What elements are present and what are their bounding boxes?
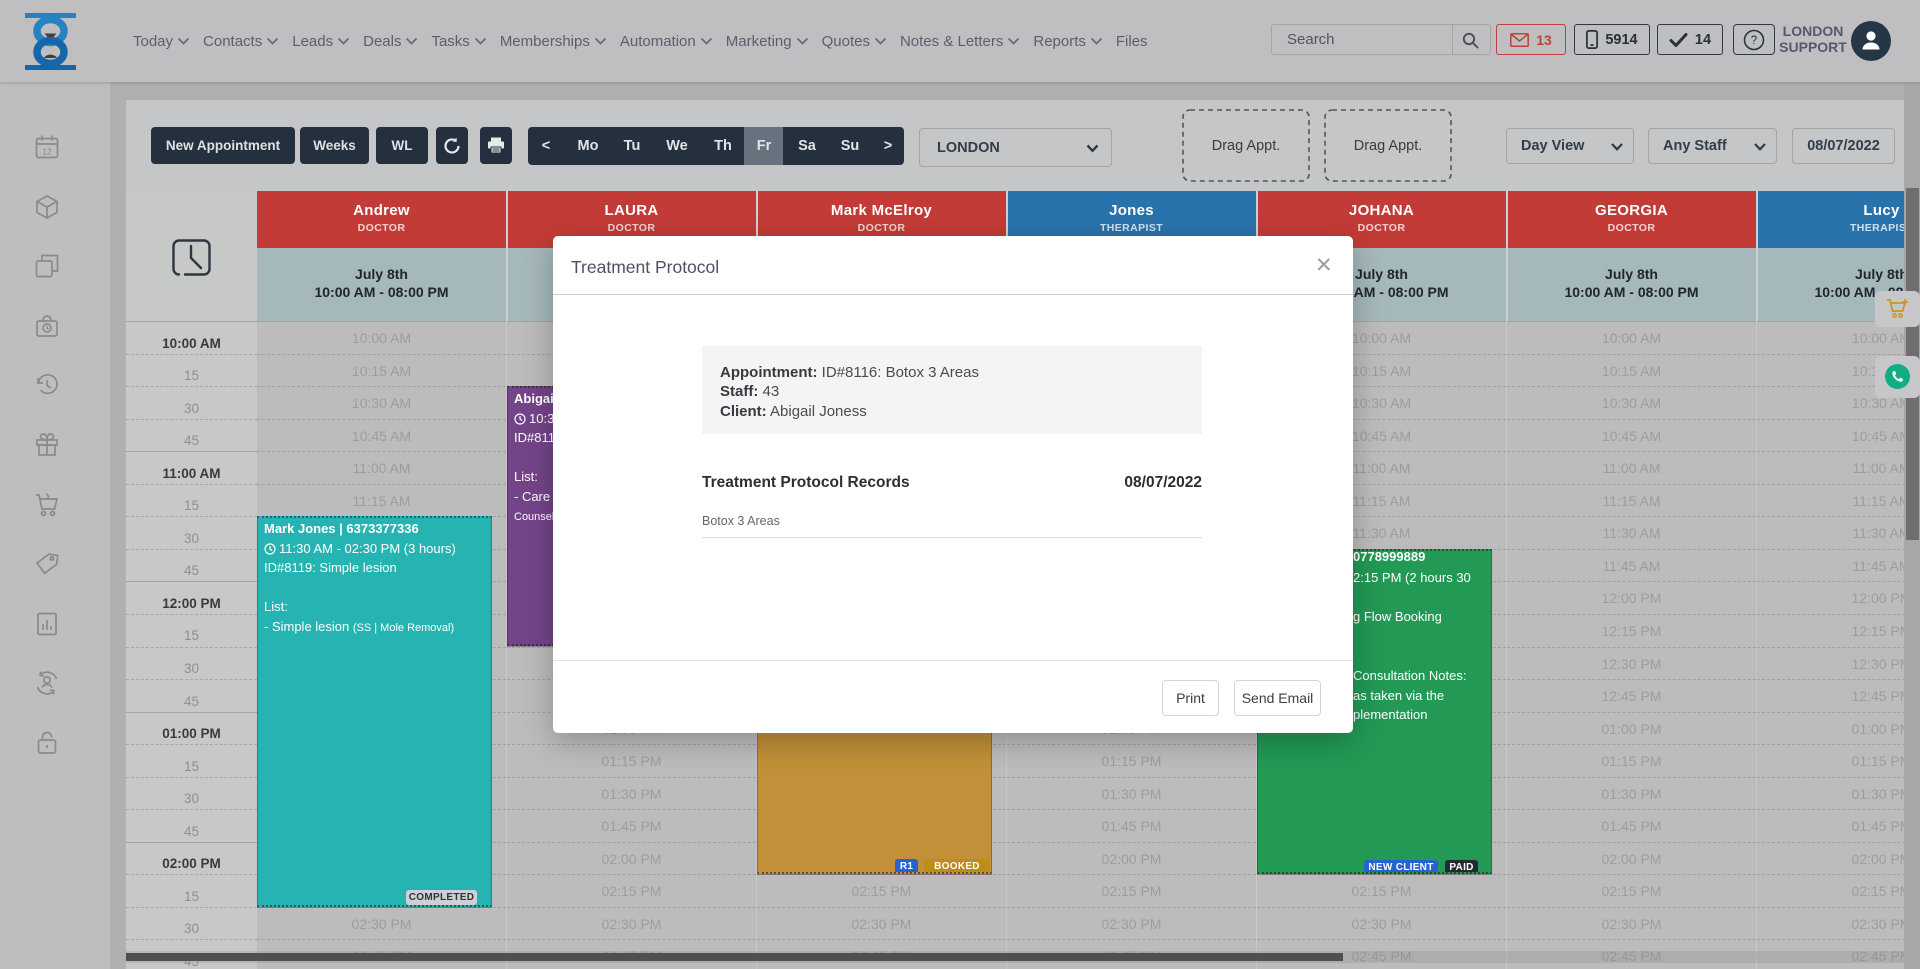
svg-text:12: 12: [42, 147, 52, 157]
svg-text:?: ?: [1751, 35, 1757, 47]
